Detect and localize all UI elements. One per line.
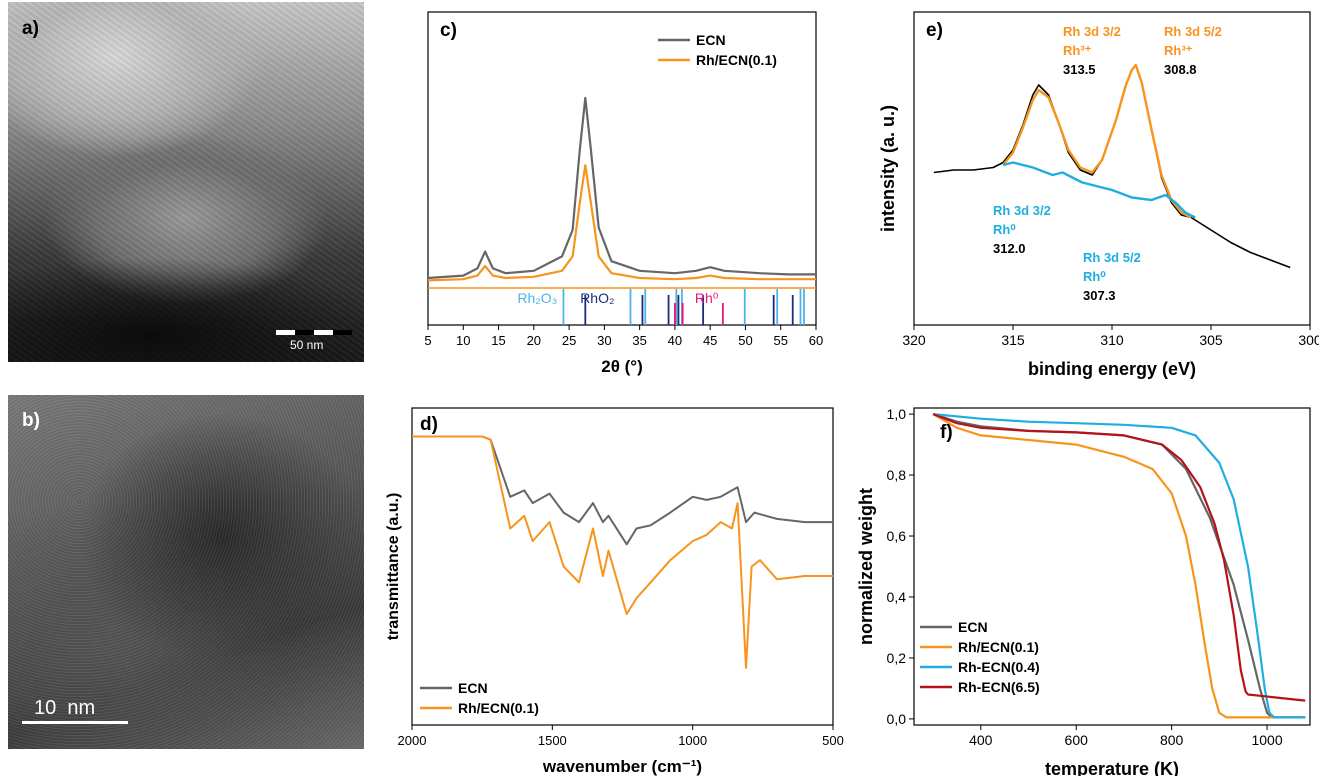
tem-image-a: 50 nm — [8, 2, 364, 362]
ftir-series-line-1 — [412, 435, 833, 669]
tga-xtick-label-3: 1000 — [1251, 732, 1282, 748]
xps-annotation-title-2: Rh 3d 3/2 — [993, 203, 1051, 218]
xrd-x-axis-title: 2θ (°) — [601, 357, 643, 376]
ftir-series-line-0 — [412, 435, 833, 546]
xps-panel-label: e) — [926, 20, 943, 41]
panel-label-a: a) — [22, 18, 39, 39]
xps-annotation-value-1: 308.8 — [1164, 62, 1197, 77]
xrd-xtick-label-3: 20 — [527, 333, 541, 348]
xrd-xtick-label-1: 10 — [456, 333, 470, 348]
xrd-series-line-1 — [427, 164, 816, 282]
tga-panel-label: f) — [940, 422, 953, 443]
xrd-xtick-label-0: 5 — [424, 333, 431, 348]
xrd-xtick-label-9: 50 — [738, 333, 752, 348]
xps-x-axis-title: binding energy (eV) — [1028, 359, 1196, 379]
xrd-xtick-label-5: 30 — [597, 333, 611, 348]
xps-annotation-species-1: Rh³⁺ — [1164, 43, 1193, 58]
xps-annotation-value-2: 312.0 — [993, 241, 1026, 256]
ftir-xtick-label-0: 2000 — [398, 733, 427, 748]
tga-series-line-1 — [932, 413, 1306, 719]
ftir-plot-frame — [411, 407, 834, 726]
xrd-legend-label-0: ECN — [696, 32, 726, 48]
xrd-xtick-label-7: 40 — [668, 333, 682, 348]
xrd-panel-label: c) — [440, 20, 457, 41]
scalebar-b-label: 10 nm — [34, 697, 96, 719]
xps-annotation-title-0: Rh 3d 3/2 — [1063, 24, 1121, 39]
tem-image-b: 10 nm — [8, 395, 364, 749]
xps-annotation-species-3: Rh⁰ — [1083, 269, 1106, 284]
xrd-xtick-label-4: 25 — [562, 333, 576, 348]
xrd-xtick-label-10: 55 — [773, 333, 787, 348]
xrd-xtick-label-2: 15 — [491, 333, 505, 348]
tga-ytick-label-2: 0,4 — [887, 589, 907, 605]
ftir-panel-label: d) — [420, 414, 438, 435]
tga-chart: 400 600 800 1000 0,0 0,2 0,4 0,6 0,8 1,0 temperatu… — [856, 406, 1311, 776]
tem-dark-region-a — [8, 232, 364, 362]
xps-y-axis-title: intensity (a. u.) — [878, 105, 898, 232]
tga-xtick-label-0: 400 — [969, 732, 993, 748]
xrd-plot-frame — [427, 11, 817, 326]
tga-y-axis-title: normalized weight — [856, 488, 876, 645]
xrd-xtick-label-11: 60 — [809, 333, 823, 348]
xrd-chart: Rh₂O₃ RhO₂ Rh⁰ 5 10 15 20 25 30 35 40 45 50 55 60 2θ (°… — [424, 11, 823, 376]
xps-chart: Rh 3d 3/2 Rh³⁺ 313.5 Rh 3d 5/2 Rh³⁺ 308.8 Rh 3… — [878, 11, 1319, 379]
xps-annotation-species-0: Rh³⁺ — [1063, 43, 1092, 58]
tga-ytick-label-4: 0,8 — [887, 467, 907, 483]
ftir-chart: 2000 1500 1000 500 wavenumber (cm⁻¹) transmit… — [385, 407, 844, 776]
xps-xtick-label-1: 315 — [1001, 332, 1025, 348]
tga-series-line-3 — [932, 413, 1306, 702]
tga-x-axis-title: temperature (K) — [1045, 759, 1179, 776]
xrd-ref-label-1: RhO₂ — [580, 290, 614, 306]
ftir-legend-label-1: Rh/ECN(0.1) — [458, 700, 539, 716]
xps-xtick-label-4: 300 — [1298, 332, 1319, 348]
tga-series-line-2 — [932, 413, 1306, 719]
panel-label-b: b) — [22, 410, 40, 431]
xrd-xtick-label-8: 45 — [703, 333, 717, 348]
scalebar-a-label: 50 nm — [290, 338, 324, 352]
xps-annotation-title-1: Rh 3d 5/2 — [1164, 24, 1222, 39]
tga-plot-frame — [913, 407, 1311, 726]
xrd-xtick-label-6: 35 — [632, 333, 646, 348]
xps-annotation-title-3: Rh 3d 5/2 — [1083, 250, 1141, 265]
xps-xtick-label-2: 310 — [1100, 332, 1124, 348]
tga-ytick-label-5: 1,0 — [887, 406, 907, 422]
tga-legend-label-3: Rh-ECN(6.5) — [958, 679, 1040, 695]
ftir-xtick-label-3: 500 — [822, 733, 844, 748]
tga-ytick-label-1: 0,2 — [887, 650, 907, 666]
tem-texture-b — [8, 395, 364, 749]
tga-legend-label-0: ECN — [958, 619, 988, 635]
xps-series-line-1 — [1002, 63, 1192, 219]
xps-xtick-label-0: 320 — [902, 332, 926, 348]
scalebar-b — [22, 721, 128, 724]
xrd-legend-label-1: Rh/ECN(0.1) — [696, 52, 777, 68]
xps-annotation-species-2: Rh⁰ — [993, 222, 1016, 237]
xps-annotation-value-0: 313.5 — [1063, 62, 1096, 77]
tga-legend-label-1: Rh/ECN(0.1) — [958, 639, 1039, 655]
xps-plot-frame — [913, 11, 1311, 326]
xps-series-line-0 — [933, 64, 1291, 269]
xrd-ref-label-0: Rh₂O₃ — [517, 290, 557, 306]
tga-ytick-label-3: 0,6 — [887, 528, 907, 544]
tga-xtick-label-1: 600 — [1065, 732, 1089, 748]
ftir-y-axis-title: transmittance (a.u.) — [385, 493, 402, 641]
tga-legend-label-2: Rh-ECN(0.4) — [958, 659, 1040, 675]
ftir-xtick-label-2: 1000 — [678, 733, 707, 748]
xps-annotation-value-3: 307.3 — [1083, 288, 1116, 303]
xrd-ref-label-2: Rh⁰ — [695, 290, 719, 306]
ftir-legend-label-0: ECN — [458, 680, 488, 696]
ftir-xtick-label-1: 1500 — [538, 733, 567, 748]
ftir-x-axis-title: wavenumber (cm⁻¹) — [542, 757, 702, 776]
tga-ytick-label-0: 0,0 — [887, 711, 907, 727]
xrd-series-line-0 — [427, 96, 816, 280]
xps-xtick-label-3: 305 — [1199, 332, 1223, 348]
tga-xtick-label-2: 800 — [1160, 732, 1184, 748]
xps-series-line-2 — [1002, 161, 1196, 219]
scalebar-a — [276, 330, 352, 335]
